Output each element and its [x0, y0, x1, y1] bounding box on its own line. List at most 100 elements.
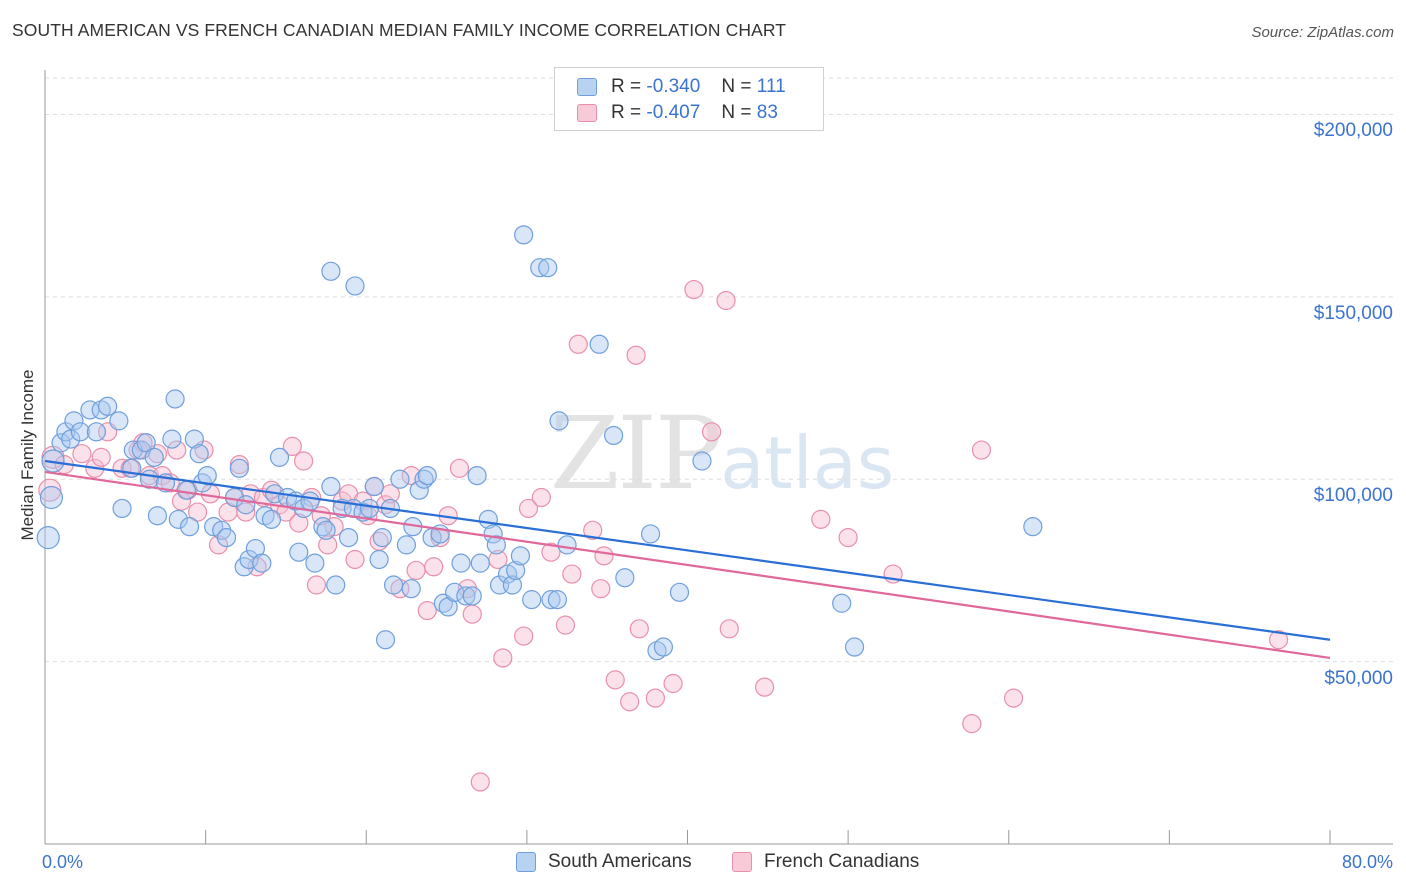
- south-american-point: [98, 396, 118, 416]
- french-canadian-point: [626, 345, 646, 365]
- south-american-point: [401, 579, 421, 599]
- french-canadian-point: [167, 440, 187, 460]
- french-canadian-point: [417, 600, 437, 621]
- legend-swatch-blue: [577, 78, 597, 96]
- legend-r-label: R =: [611, 102, 642, 123]
- french-canadian-point: [663, 673, 683, 694]
- french-canadian-point: [318, 535, 338, 555]
- south-american-point: [321, 476, 341, 497]
- south-american-point: [383, 575, 404, 595]
- french-canadian-point: [208, 535, 229, 555]
- south-american-point: [557, 535, 577, 555]
- south-american-point: [653, 637, 674, 657]
- south-american-point: [462, 586, 482, 606]
- french-canadian-point: [562, 564, 582, 584]
- french-canadian-point: [282, 436, 302, 457]
- south-american-point: [300, 491, 320, 511]
- legend-row-south-americans: R = -0.340 N = 111: [577, 75, 786, 99]
- south-american-point: [506, 560, 526, 581]
- south-american-point: [417, 465, 437, 486]
- south-american-point: [261, 509, 282, 529]
- south-american-point: [364, 476, 384, 497]
- south-american-point: [184, 429, 204, 449]
- french-canadian-point: [555, 615, 576, 635]
- south-american-point: [844, 637, 865, 657]
- south-american-point: [255, 506, 275, 526]
- french-canadian-point: [449, 458, 470, 478]
- bottom-legend-swatch-pink: [732, 852, 752, 872]
- south-american-point: [176, 480, 196, 500]
- bottom-legend-label: South Americans: [548, 851, 692, 872]
- french-canadian-point: [187, 502, 208, 522]
- french-canadian-point: [629, 619, 649, 639]
- legend-r-value: -0.340: [646, 76, 701, 97]
- x-tick-label-min: 0.0%: [42, 852, 84, 872]
- south-american-point: [451, 553, 471, 573]
- french-canadian-point: [754, 677, 775, 697]
- bottom-legend-swatch-blue: [516, 852, 536, 872]
- french-canadian-point: [838, 527, 858, 548]
- south-american-point: [486, 535, 506, 555]
- south-american-point: [538, 258, 558, 278]
- south-american-point: [547, 590, 567, 610]
- chart-source: Source: ZipAtlas.com: [1251, 24, 1394, 41]
- south-american-point: [549, 411, 569, 431]
- south-american-point: [502, 575, 523, 595]
- south-american-point: [510, 546, 531, 566]
- south-american-point: [396, 535, 417, 555]
- zipatlas-watermark: ZIPatlas: [550, 395, 894, 512]
- legend-n-label: N =: [721, 76, 752, 97]
- south-american-point: [70, 422, 90, 442]
- y-tick-label: $50,000: [1324, 667, 1393, 689]
- south-american-point: [514, 225, 534, 245]
- french-canadian-point: [811, 509, 831, 529]
- south-american-point: [640, 524, 661, 544]
- south-american-point: [86, 422, 107, 442]
- bottom-legend-label: French Canadians: [764, 851, 920, 872]
- y-tick-label: $150,000: [1313, 302, 1393, 324]
- french-canadian-point: [406, 560, 426, 581]
- south-american-point: [168, 509, 188, 529]
- south-american-point: [313, 517, 333, 537]
- french-canadian-point: [380, 484, 400, 504]
- french-canadian-point: [701, 422, 722, 442]
- south-american-point: [91, 400, 111, 420]
- south-american-point: [604, 425, 624, 446]
- south-american-point: [144, 447, 164, 467]
- south-american-point: [409, 480, 429, 500]
- french-canadian-point: [72, 444, 92, 464]
- south-american-point: [289, 542, 309, 562]
- french-canadian-point: [1268, 630, 1289, 650]
- south-american-point: [165, 389, 185, 409]
- south-american-point: [372, 527, 392, 548]
- south-american-point: [229, 458, 249, 478]
- legend-n-value: 111: [756, 76, 786, 97]
- y-tick-label: $100,000: [1313, 485, 1393, 507]
- south-american-point: [369, 549, 389, 570]
- french-canadian-point: [514, 626, 534, 646]
- x-tick-label-max: 80.0%: [1341, 852, 1393, 872]
- french-canadian-point: [620, 692, 640, 712]
- french-canadian-point: [345, 549, 365, 570]
- french-canadian-point: [401, 465, 421, 486]
- south-american-point: [239, 549, 259, 570]
- french-canadian-point: [38, 478, 62, 502]
- south-american-point: [316, 520, 336, 540]
- french-canadian-point: [719, 619, 739, 639]
- south-american-point: [61, 429, 81, 449]
- south-american-point: [189, 444, 209, 464]
- south-american-point: [375, 630, 396, 650]
- south-american-point: [522, 590, 542, 610]
- legend-n-value: 83: [756, 102, 778, 123]
- french-canadian-point: [1003, 688, 1024, 708]
- correlation-legend: R = -0.340 N = 111 R = -0.407 N = 83: [554, 67, 824, 131]
- south-american-point: [305, 553, 325, 573]
- south-american-point: [541, 590, 561, 610]
- south-american-point: [252, 553, 272, 573]
- south-american-point: [832, 593, 852, 613]
- south-american-point: [39, 485, 64, 510]
- y-axis-label: Median Family Income: [18, 369, 37, 541]
- french-canadians-trend-line: [44, 470, 1331, 660]
- south-american-point: [669, 582, 690, 602]
- south-american-point: [51, 433, 71, 453]
